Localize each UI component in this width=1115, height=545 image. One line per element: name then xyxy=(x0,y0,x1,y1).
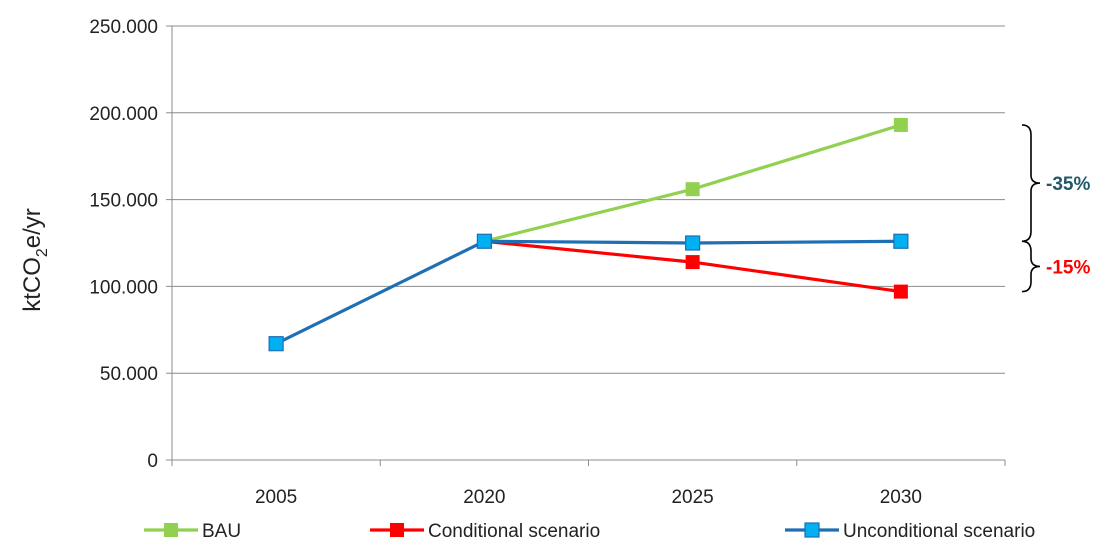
y-tick-label: 250.000 xyxy=(89,17,158,38)
legend-label: Conditional scenario xyxy=(428,521,600,542)
annotation-brace xyxy=(1021,240,1041,293)
legend: BAU Conditional scenario Unconditional sce… xyxy=(144,521,1035,542)
data-point xyxy=(268,336,284,352)
data-point xyxy=(893,284,908,299)
y-axis-title-subscript: 2 xyxy=(34,248,51,257)
series-layer xyxy=(268,117,909,352)
annotation-label: -15% xyxy=(1046,257,1090,278)
series-bau xyxy=(477,117,908,249)
legend-item: Unconditional scenario xyxy=(785,521,1035,542)
data-point xyxy=(685,182,700,197)
y-axis-title: ktCO2e/yr xyxy=(19,208,51,312)
data-point xyxy=(685,235,701,251)
legend-marker xyxy=(390,523,404,537)
grid-layer xyxy=(172,25,1005,374)
legend-marker xyxy=(164,523,178,537)
y-axis-title-suffix: e/yr xyxy=(19,208,46,248)
legend-item: Conditional scenario xyxy=(370,521,600,542)
annotation-label: -35% xyxy=(1046,174,1090,195)
y-tick-label: 50.000 xyxy=(100,364,158,385)
x-tick-label: 2005 xyxy=(255,487,297,508)
legend-marker xyxy=(804,522,820,538)
series-unconditional-scenario xyxy=(268,233,909,352)
y-tick-label: 100.000 xyxy=(89,277,158,298)
legend-label: Unconditional scenario xyxy=(843,521,1035,542)
y-tick-label: 200.000 xyxy=(89,104,158,125)
annotation-layer: -35% -15% xyxy=(1021,124,1090,293)
data-point xyxy=(685,255,700,270)
series-line xyxy=(275,239,901,346)
data-point xyxy=(893,117,908,132)
x-tick-label: 2025 xyxy=(671,487,713,508)
data-point xyxy=(893,233,909,249)
annotation-brace xyxy=(1021,124,1041,243)
legend-item: BAU xyxy=(144,521,241,542)
axes-layer: 0 50.000 100.000 150.000 200.000 250.000 2005 2… xyxy=(89,17,1006,508)
data-point xyxy=(476,233,492,249)
x-tick-label: 2020 xyxy=(463,487,505,508)
legend-label: BAU xyxy=(202,521,241,542)
y-tick-label: 0 xyxy=(147,451,158,472)
y-axis-title-prefix: ktCO xyxy=(19,257,46,312)
y-tick-label: 150.000 xyxy=(89,191,158,212)
x-tick-label: 2030 xyxy=(880,487,922,508)
